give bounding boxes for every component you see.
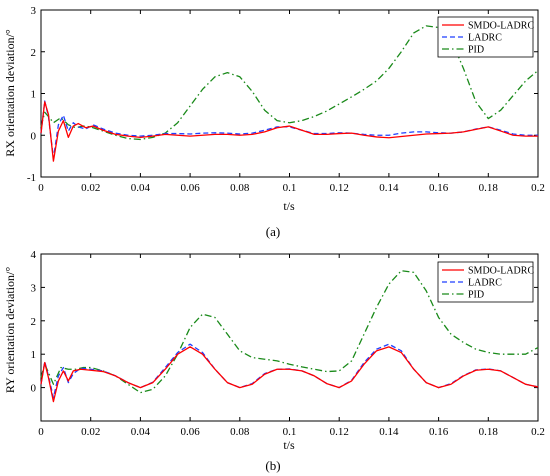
x-tick-label: 0 [38,426,44,438]
legend-entry: SMDO-LADRC [468,21,534,32]
legend-entry: PID [468,290,484,301]
y-tick-label: 1 [31,89,37,101]
x-tick-label: 0.16 [429,182,449,194]
x-tick-label: 0.06 [180,182,200,194]
series-lines-a [40,25,539,162]
y-tick-label: -1 [27,172,36,184]
x-tick-label: 0.12 [330,182,349,194]
y-axis-label-b: RY orientation deviation/° [3,267,17,394]
legend-entry: LADRC [468,278,502,289]
x-tick-label: 0.08 [230,426,250,438]
x-tick-label: 0.1 [283,182,297,194]
axes-ticks-a: 0 0.02 0.04 0.06 0.08 0.1 0.12 0.14 0.16 0.18 0.2 -… [27,5,545,194]
x-tick-label: 0.02 [81,426,100,438]
panel-b: 0 0.02 0.04 0.06 0.08 0.1 0.12 0.14 0.16 0.18 0.2 0… [3,249,545,473]
panel-label-a: (a) [266,224,280,239]
x-tick-label: 0 [38,182,44,194]
x-tick-label: 0.1 [283,426,297,438]
x-axis-label-a: t/s [283,199,295,213]
panel-a: 0 0.02 0.04 0.06 0.08 0.1 0.12 0.14 0.16 0.18 0.2 -… [3,5,545,239]
x-tick-label: 0.12 [330,426,349,438]
x-tick-label: 0.04 [131,426,151,438]
y-tick-label: 1 [31,349,37,361]
x-tick-label: 0.16 [429,426,449,438]
x-tick-label: 0.02 [81,182,100,194]
panel-label-b: (b) [265,458,280,473]
x-tick-label: 0.14 [379,426,399,438]
y-tick-label: 0 [31,130,37,142]
series-line-smdo-ladrc-a [40,101,538,162]
series-line-pid-b [40,270,539,394]
y-axis-label-a: RX orientation deviation/° [3,29,17,157]
y-tick-label: 0 [31,383,37,395]
x-axis-label-b: t/s [283,438,295,452]
y-tick-label: 3 [31,282,37,294]
x-tick-label: 0.04 [131,182,151,194]
y-tick-label: 4 [31,249,37,261]
x-tick-label: 0.2 [531,426,545,438]
legend-entry: PID [468,45,484,56]
axes-ticks-b: 0 0.02 0.04 0.06 0.08 0.1 0.12 0.14 0.16 0.18 0.2 0… [31,249,545,438]
y-tick-label: 3 [31,5,37,17]
x-tick-label: 0.06 [180,426,200,438]
legend-entry: LADRC [468,33,502,44]
x-tick-label: 0.18 [479,426,499,438]
x-tick-label: 0.18 [479,182,499,194]
x-tick-label: 0.2 [531,182,545,194]
x-tick-label: 0.08 [230,182,250,194]
legend-entry: SMDO-LADRC [468,266,534,277]
series-lines-b [40,270,539,403]
x-tick-label: 0.14 [379,182,399,194]
series-line-pid-a [40,25,539,141]
y-tick-label: 2 [31,316,37,328]
series-line-smdo-ladrc-b [40,346,539,403]
y-tick-label: 2 [31,47,37,59]
